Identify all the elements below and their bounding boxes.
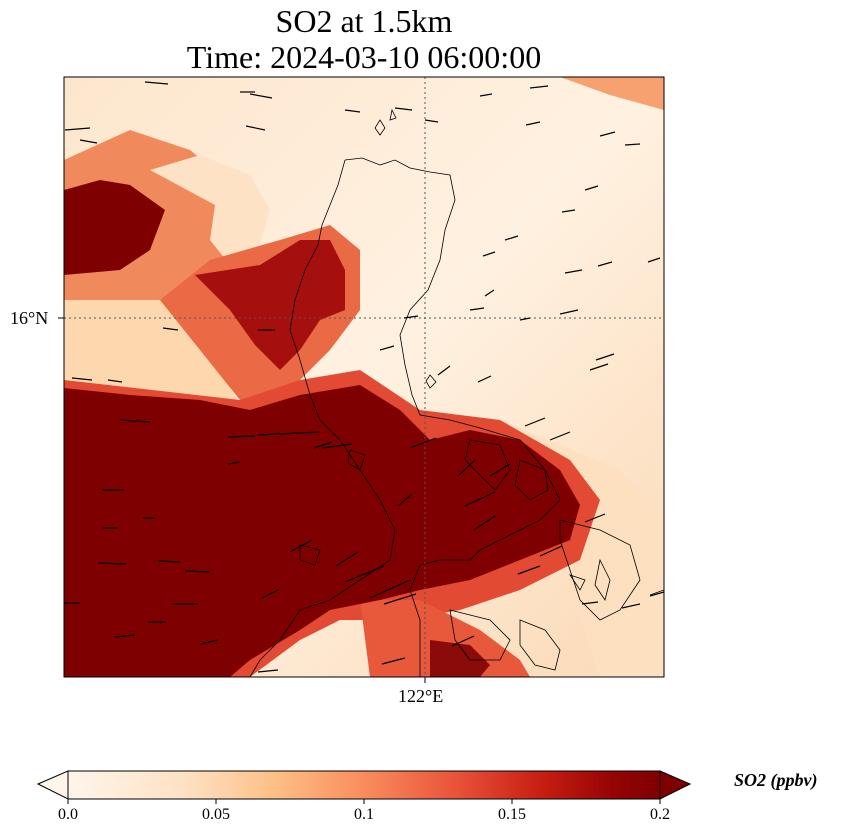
so2-gap-northwest [150,155,270,265]
gridlines [64,77,664,677]
colorbar-title: SO2 (ppbv) [734,770,818,790]
colorbar-extend-max [659,770,692,800]
latitude-tick-label: 16°N [10,308,49,328]
colorbar-extend-min [36,770,69,800]
colorbar-tick-label: 0.15 [498,806,526,823]
colorbar-tick-label: 0.1 [354,806,374,823]
map-frame [63,76,665,678]
map-plot [58,76,665,683]
colorbar-tick-label: 0.2 [650,806,670,823]
map-title-line-2: Time: 2024-03-10 06:00:00 [186,39,542,75]
colorbar-gradient [67,770,661,800]
so2-max-northwest [64,180,165,275]
colorbar-tick-label: 0.05 [202,806,230,823]
colorbar [36,770,692,804]
so2-core-central [195,240,345,370]
coastlines [249,108,664,677]
so2-corner-northeast [560,77,664,110]
longitude-tick-label: 122°E [398,686,444,706]
so2-plume-south-edge [360,600,530,677]
so2-max-southeast-spot [430,640,490,677]
colorbar-tick-marks [67,799,661,804]
colorbar-tick-label: 0.0 [58,806,78,823]
wind-vectors [64,81,664,673]
map-title-line-1: SO2 at 1.5km [275,3,453,39]
